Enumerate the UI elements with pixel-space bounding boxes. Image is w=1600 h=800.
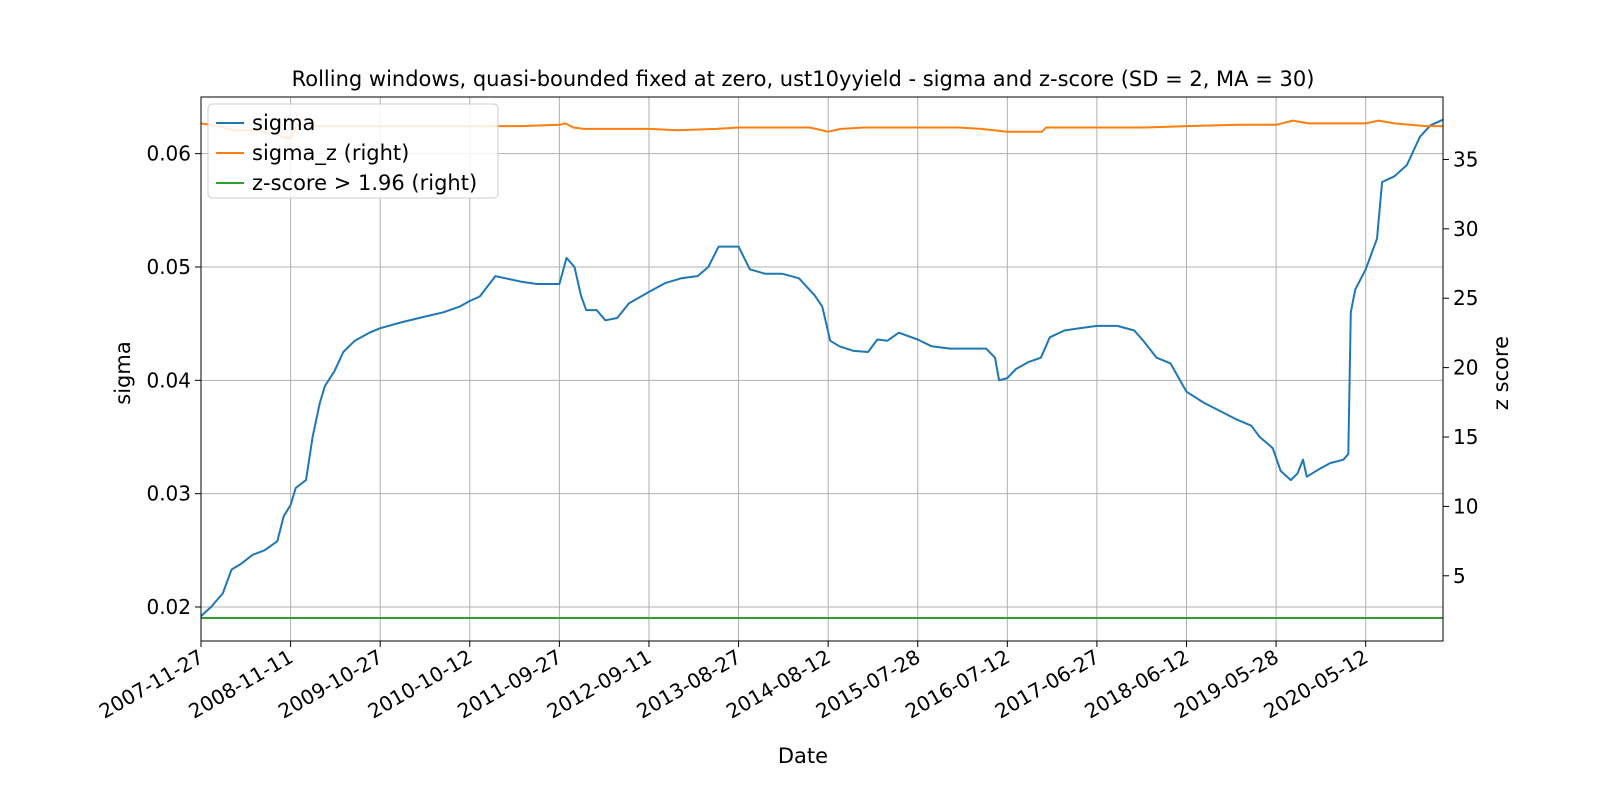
chart-title: Rolling windows, quasi-bounded fixed at …: [292, 67, 1315, 91]
y-tick-label: 0.06: [146, 142, 191, 166]
y2-tick-label: 15: [1453, 425, 1478, 449]
legend-label: sigma: [252, 111, 315, 135]
y2-tick-label: 10: [1453, 494, 1478, 518]
y-tick-label: 0.05: [146, 255, 191, 279]
x-axis-label: Date: [778, 744, 828, 768]
y-axis-label: sigma: [111, 341, 135, 404]
series-line-1: [200, 118, 1444, 617]
y-tick-label: 0.02: [146, 595, 191, 619]
legend: sigma sigma_z (right) z-score > 1.96 (righ…: [207, 103, 499, 199]
y2-axis-label: z score: [1489, 336, 1513, 410]
legend-label: z-score > 1.96 (right): [252, 171, 477, 195]
y2-tick-label: 25: [1453, 286, 1478, 310]
legend-label: sigma_z (right): [252, 141, 409, 166]
y2-tick-label: 35: [1453, 147, 1478, 171]
legend-box: [207, 103, 499, 199]
y-tick-label: 0.03: [146, 482, 191, 506]
y2-tick-label: 30: [1453, 217, 1478, 241]
y2-tick-label: 5: [1453, 564, 1466, 588]
y-tick-label: 0.04: [146, 368, 191, 392]
y2-tick-label: 20: [1453, 356, 1478, 380]
plot-frame: [200, 96, 1444, 642]
